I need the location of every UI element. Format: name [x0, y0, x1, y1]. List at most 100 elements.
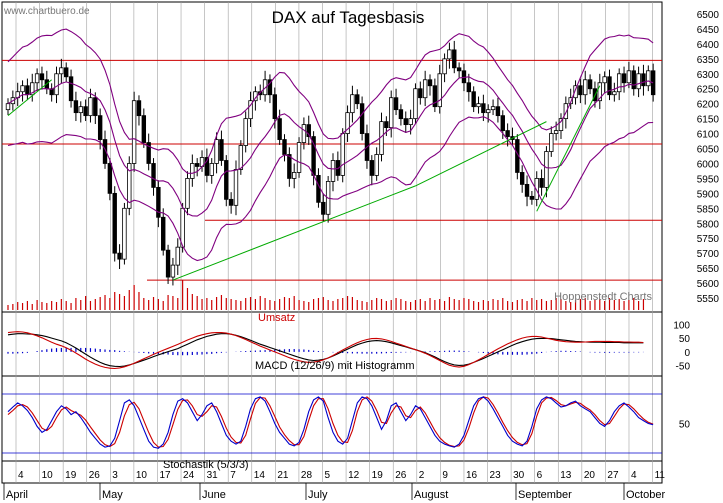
stochastic-d-line — [7, 396, 654, 448]
y-tick-label: 6050 — [697, 145, 720, 156]
macd-tick-label: 100 — [673, 320, 690, 331]
x-tick-label: 12 — [348, 470, 360, 481]
y-tick-label: 5950 — [697, 174, 720, 185]
macd-tick-label: 0 — [684, 348, 690, 359]
volume-panel — [7, 280, 645, 310]
candle-body — [112, 192, 117, 254]
candle-body — [355, 94, 360, 105]
candle-body — [204, 157, 210, 176]
candle-body — [432, 85, 438, 108]
candle-body — [122, 207, 127, 260]
month-label: June — [202, 489, 226, 501]
candle-body — [456, 67, 462, 72]
source-note: Hoppenstedt Charts — [554, 291, 652, 303]
y-tick-label: 6300 — [697, 70, 720, 81]
stochastic-label: Stochastik (5/3/3) — [163, 459, 249, 471]
stochastic-panel — [2, 393, 662, 454]
trendline — [415, 121, 547, 187]
candle-body — [296, 142, 302, 173]
candle-body — [321, 201, 326, 215]
y-tick-label: 6450 — [697, 25, 720, 36]
candle-body — [641, 73, 646, 87]
candle-body — [267, 79, 273, 96]
candle-body — [452, 49, 457, 69]
candle-body — [102, 139, 108, 164]
candle-body — [291, 172, 297, 179]
candle-body — [384, 121, 389, 129]
candle-body — [93, 97, 98, 117]
candle-body — [107, 163, 113, 194]
candle-body — [30, 82, 35, 96]
candle-body — [650, 70, 656, 96]
x-tick-label: 19 — [372, 470, 384, 481]
y-tick-label: 5850 — [697, 204, 720, 215]
candle-body — [359, 103, 365, 134]
candle-body — [403, 118, 408, 126]
candle-body — [573, 85, 578, 99]
candle-body — [345, 112, 350, 134]
middle-band — [7, 76, 654, 217]
month-label: October — [626, 489, 665, 501]
candle-body — [544, 151, 549, 188]
x-tick-label: 26 — [395, 470, 407, 481]
candle-body — [34, 73, 40, 84]
x-tick-label: 4 — [631, 470, 637, 481]
axes: 4 10 19 26 3 10 17 24 31 7 14 21 28 5 12 19 26 2 9 16 23 30 6 1… — [3, 10, 720, 501]
candle-body — [88, 97, 93, 117]
x-tick-label: 7 — [230, 470, 236, 481]
y-tick-label: 6250 — [697, 85, 720, 96]
month-label: July — [308, 489, 328, 501]
candle-body — [83, 106, 88, 117]
candle-body — [73, 100, 79, 114]
candle-body — [398, 109, 404, 120]
candle-body — [495, 106, 501, 117]
candle-body — [597, 82, 602, 102]
candle-body — [127, 163, 132, 209]
candle-body — [59, 67, 64, 75]
candle-body — [393, 97, 399, 111]
candle-body — [558, 118, 564, 131]
y-tick-label: 6400 — [697, 40, 720, 51]
candle-body — [427, 79, 433, 87]
month-label: September — [518, 489, 572, 501]
x-tick-label: 31 — [207, 470, 219, 481]
x-tick-label: 13 — [560, 470, 572, 481]
candle-body — [78, 106, 83, 114]
candle-body — [64, 67, 69, 78]
candle-body — [408, 118, 413, 126]
x-tick-label: 27 — [607, 470, 619, 481]
x-tick-label: 21 — [277, 470, 289, 481]
candle-body — [228, 198, 234, 206]
candle-body — [282, 139, 287, 155]
y-tick-label: 6000 — [697, 159, 720, 170]
candle-body — [141, 115, 147, 143]
x-tick-label: 11 — [655, 470, 666, 481]
watermark: www.chartbuero.de — [3, 6, 90, 17]
plot-border — [1, 1, 663, 484]
y-tick-label: 6150 — [697, 115, 720, 126]
stochastic-k-line — [7, 396, 654, 449]
x-tick-label: 10 — [42, 470, 54, 481]
candle-body — [277, 118, 282, 140]
candle-body — [301, 124, 307, 143]
candle-body — [486, 109, 491, 114]
candle-body — [500, 115, 505, 131]
candle-body — [466, 82, 472, 93]
x-tick-label: 9 — [442, 470, 448, 481]
x-tick-label: 2 — [419, 470, 425, 481]
candle-body — [442, 58, 447, 75]
candle-body — [350, 94, 355, 114]
y-tick-label: 5750 — [697, 234, 720, 245]
y-tick-label: 5800 — [697, 219, 720, 230]
candle-body — [553, 130, 559, 134]
x-tick-label: 5 — [324, 470, 330, 481]
month-label: May — [102, 489, 123, 501]
candle-body — [602, 76, 607, 84]
x-tick-label: 23 — [490, 470, 502, 481]
candle-body — [170, 264, 176, 278]
upper-band — [7, 28, 654, 174]
candle-body — [39, 73, 45, 81]
macd-tick-label: 50 — [679, 334, 691, 345]
candle-body — [165, 249, 171, 278]
candle-body — [224, 160, 229, 200]
